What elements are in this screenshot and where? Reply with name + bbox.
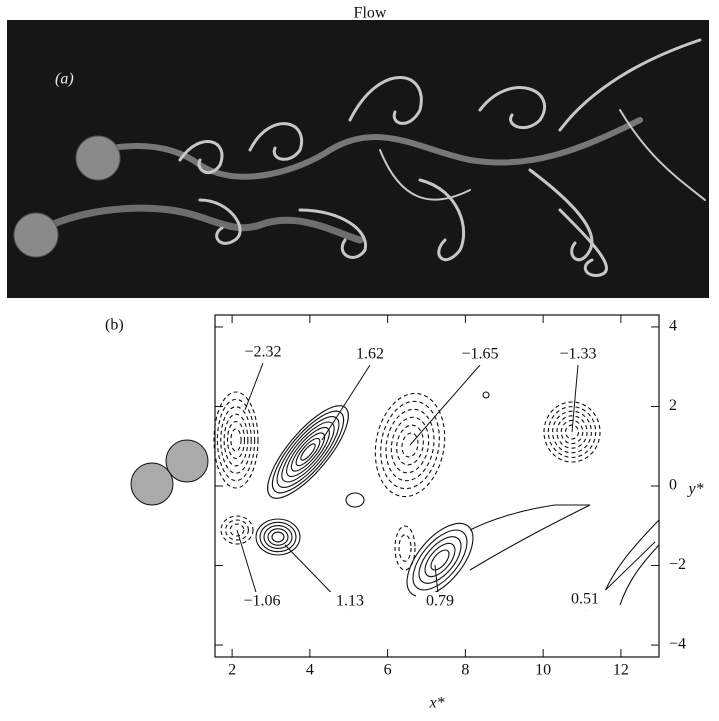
contour-line [255,395,360,510]
y-tick-label: 4 [669,318,677,335]
x-tick-label: 12 [613,662,629,679]
contour-line [620,545,659,605]
x-tick-label: 4 [306,662,314,679]
contour-line [228,422,245,459]
y-tick-label: 2 [669,397,677,414]
y-axis-label: y* [686,481,703,498]
contour-line [395,526,415,570]
panel-label: (b) [105,317,124,334]
y-tick-label: −4 [669,636,686,653]
cylinder [166,440,208,482]
contour-line [286,428,329,475]
contour-line [419,538,460,581]
contour-line [256,519,300,555]
contour-label: 0.79 [426,593,454,610]
figure: Flow (a) (b) x* y* 24681012−4−2024−2.321 [0,0,719,716]
contour-line [268,408,348,496]
contour-line [231,429,241,451]
contour-line [221,407,251,473]
y-tick-label: 0 [669,477,677,494]
contour-line [482,391,490,399]
x-tick-label: 6 [384,662,392,679]
contour-label: −1.06 [243,593,280,610]
contour-line [260,522,296,551]
x-axis-label: x* [428,695,444,712]
panel-label: (a) [55,71,74,88]
x-tick-label: 8 [461,662,469,679]
contour-label: 1.62 [356,346,384,363]
contour-line [299,442,318,462]
y-tick-label: −2 [669,556,686,573]
contour-label: −1.65 [461,346,498,363]
leader-line [245,363,263,410]
contour-label: 0.51 [571,591,599,608]
contour-line [346,493,364,507]
contour-label: −1.33 [559,346,596,363]
contour-label: −2.32 [244,344,281,361]
contour-line [262,401,355,502]
contour-line [470,505,590,570]
flow-photo: (a) [7,20,709,298]
contour-line [411,530,468,591]
cylinder [131,463,173,505]
contour-line [399,535,411,561]
flow-label: Flow [354,5,387,22]
contour-label: 1.13 [336,593,364,610]
contour-line [272,532,284,542]
contour-line [428,547,453,573]
contour-line [403,521,477,599]
contour-line [217,399,254,480]
contour-line [268,529,288,545]
x-tick-label: 10 [535,662,551,679]
x-tick-label: 2 [228,662,236,679]
